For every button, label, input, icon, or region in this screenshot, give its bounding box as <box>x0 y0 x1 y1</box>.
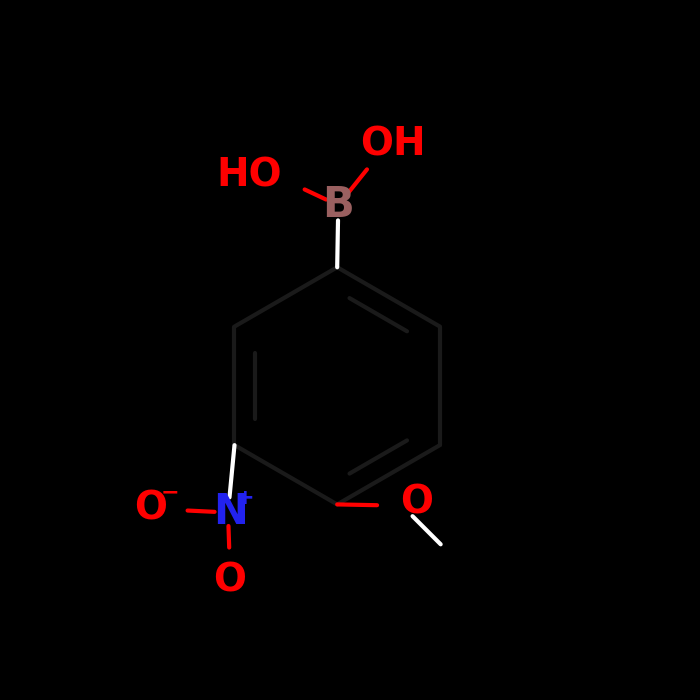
Text: O: O <box>400 484 433 522</box>
Text: OH: OH <box>360 126 426 164</box>
Text: N: N <box>213 491 248 533</box>
Text: B: B <box>323 184 354 226</box>
Text: O: O <box>213 561 246 599</box>
Text: HO: HO <box>216 156 282 194</box>
Text: −: − <box>160 482 179 503</box>
Text: +: + <box>236 489 255 508</box>
Text: O: O <box>134 490 167 528</box>
